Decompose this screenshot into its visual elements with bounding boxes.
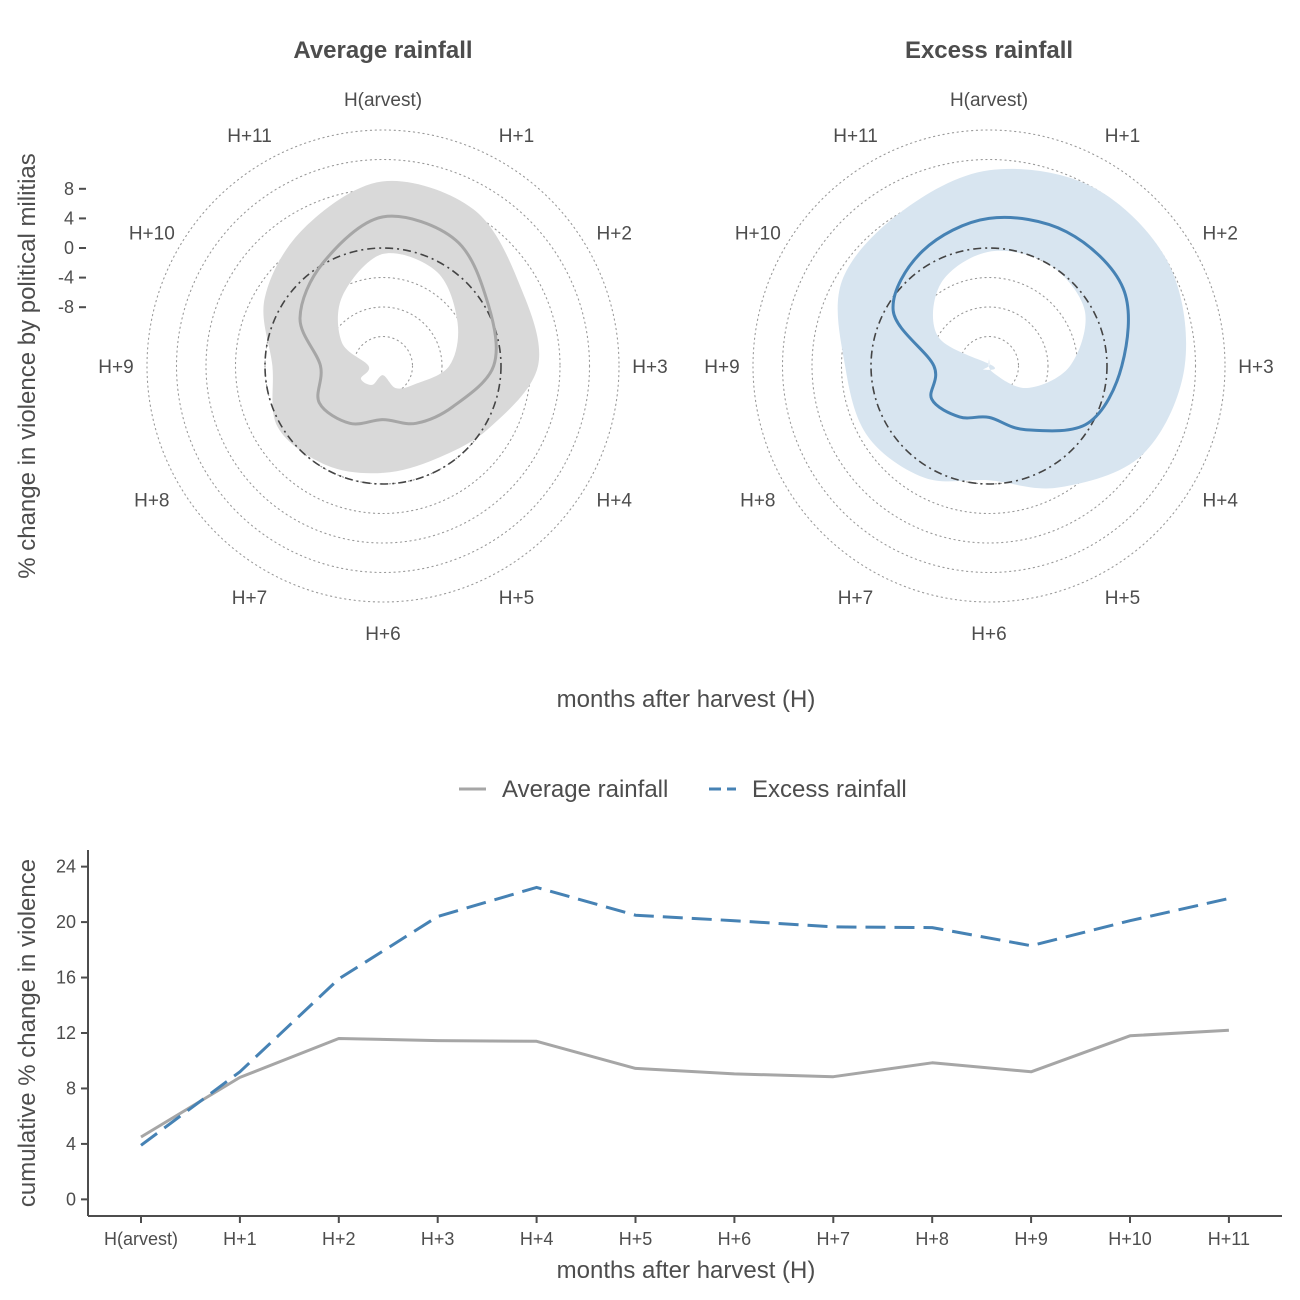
month-label: H+4 <box>1203 491 1239 512</box>
month-label: H+3 <box>632 357 667 378</box>
y-tick-label: 0 <box>66 1189 76 1209</box>
y-tick-label: 24 <box>56 857 76 877</box>
month-label: H+10 <box>129 224 175 245</box>
radial-tick-label: 4 <box>64 208 74 228</box>
month-label: H+6 <box>365 624 400 645</box>
confidence-band <box>263 180 540 474</box>
y-tick-label: 4 <box>66 1134 76 1154</box>
month-label: H+1 <box>1105 126 1140 147</box>
x-tick-label: H+7 <box>817 1229 851 1249</box>
x-tick-label: H+5 <box>619 1229 653 1249</box>
x-tick-label: H+8 <box>915 1229 949 1249</box>
y-ticks: 0 4 8 12 16 20 24 <box>56 857 88 1209</box>
month-label: H+2 <box>597 224 632 245</box>
month-label: H+6 <box>971 624 1006 645</box>
month-label: H+1 <box>499 126 534 147</box>
radial-tick-label: 8 <box>64 179 74 199</box>
series-lines <box>298 214 498 426</box>
excess-rainfall-radar-panel: Excess rainfall H(arvest) H+1 H+2 H+3 H+4 H+5… <box>704 37 1273 645</box>
x-tick-label: H+3 <box>421 1229 455 1249</box>
radar-x-axis-title: months after harvest (H) <box>557 686 816 713</box>
excess-rainfall-panel-title: Excess rainfall <box>905 37 1073 64</box>
month-label: H+11 <box>833 126 878 147</box>
x-ticks: H(arvest) H+1 H+2 H+3 H+4 H+5 H+6 H+7 H+8 H+9 H+10… <box>104 1216 1250 1249</box>
month-labels: H(arvest) H+1 H+2 H+3 H+4 H+5 H+6 H+7 H+8 H+9 H+10… <box>704 90 1273 645</box>
effect-line <box>298 214 498 426</box>
radar-y-axis-title: % change in violence by political militi… <box>14 153 41 579</box>
legend-label-average: Average rainfall <box>502 776 668 803</box>
radial-tick-label: -8 <box>58 297 74 317</box>
x-tick-label: H+1 <box>223 1229 257 1249</box>
month-label: H+7 <box>232 588 267 609</box>
month-label: H+2 <box>1203 224 1238 245</box>
grid-ring <box>781 158 1197 574</box>
line-x-axis-title: months after harvest (H) <box>557 1257 816 1284</box>
y-tick-label: 12 <box>56 1023 76 1043</box>
average-rainfall-panel-title: Average rainfall <box>293 37 472 64</box>
excess-rainfall-line <box>140 885 1230 1147</box>
grid-ring <box>175 158 591 574</box>
line-y-axis-title: cumulative % change in violence <box>14 859 41 1207</box>
x-tick-label: H+6 <box>718 1229 752 1249</box>
series-lines <box>891 215 1130 433</box>
effect-line <box>891 215 1130 433</box>
x-tick-label: H(arvest) <box>104 1229 178 1249</box>
legend-label-excess: Excess rainfall <box>752 776 907 803</box>
x-tick-label: H+10 <box>1108 1229 1152 1249</box>
month-label: H+4 <box>597 491 633 512</box>
month-label: H+9 <box>98 357 133 378</box>
grid-ring <box>752 129 1226 603</box>
month-label: H+7 <box>838 588 873 609</box>
month-label: H+8 <box>134 491 169 512</box>
month-labels: H(arvest) H+1 H+2 H+3 H+4 H+5 H+6 H+7 H+8 H+9 H+10… <box>98 90 667 645</box>
x-tick-label: H+4 <box>520 1229 554 1249</box>
series-lines <box>140 885 1230 1147</box>
legend: Average rainfall Excess rainfall <box>459 776 907 803</box>
month-label: H+8 <box>740 491 775 512</box>
axes <box>87 850 1282 1217</box>
month-label: H+3 <box>1238 357 1273 378</box>
month-label: H+11 <box>227 126 272 147</box>
radial-tick-label: -4 <box>58 268 74 288</box>
average-rainfall-line <box>140 1028 1229 1139</box>
month-label: H+10 <box>735 224 781 245</box>
grid-ring <box>146 129 620 603</box>
confidence-ribbon <box>263 180 540 474</box>
x-tick-label: H+9 <box>1014 1229 1048 1249</box>
y-tick-label: 8 <box>66 1078 76 1098</box>
radial-ticks: 8 4 0 -4 -8 <box>58 179 86 317</box>
grid-ring <box>205 188 561 544</box>
month-label: H+5 <box>499 588 534 609</box>
month-label: H+5 <box>1105 588 1140 609</box>
radial-tick-label: 0 <box>64 238 74 258</box>
x-tick-label: H+11 <box>1208 1229 1250 1249</box>
zero-reference-circle <box>870 247 1108 485</box>
zero-reference-circle <box>264 247 502 485</box>
zero-baseline-circle <box>870 247 1108 485</box>
y-tick-label: 20 <box>56 912 76 932</box>
month-label: H(arvest) <box>950 90 1028 111</box>
zero-baseline-circle <box>264 247 502 485</box>
month-label: H(arvest) <box>344 90 422 111</box>
month-label: H+9 <box>704 357 739 378</box>
average-rainfall-radar-panel: Average rainfall H(arvest) H+1 H+2 H+3 H+4 H+… <box>58 37 668 645</box>
x-tick-label: H+2 <box>322 1229 356 1249</box>
y-tick-label: 16 <box>56 968 76 988</box>
